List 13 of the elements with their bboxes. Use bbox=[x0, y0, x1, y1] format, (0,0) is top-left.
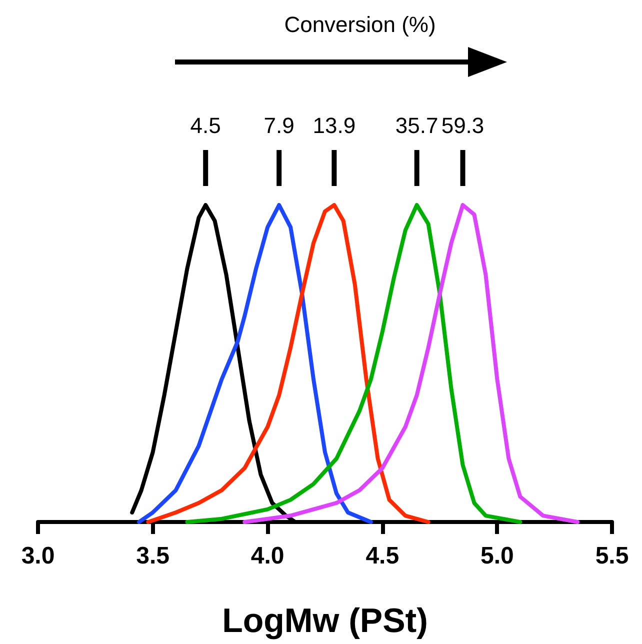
x-tick-label: 5.5 bbox=[595, 542, 629, 570]
x-tick-label: 3.5 bbox=[136, 542, 170, 570]
text: 13.9 bbox=[312, 113, 356, 139]
x-tick-label: 4.5 bbox=[366, 542, 400, 570]
text: 4.5 bbox=[190, 113, 221, 139]
text: 59.3 bbox=[441, 113, 484, 139]
text: 35.7 bbox=[395, 113, 438, 139]
x-tick-label: 5.0 bbox=[480, 542, 514, 570]
x-axis-title: LogMw (PSt) bbox=[222, 602, 428, 640]
text: 7.9 bbox=[264, 113, 294, 139]
x-tick-label: 3.0 bbox=[21, 542, 55, 570]
x-tick-label: 4.0 bbox=[250, 542, 284, 570]
text: Conversion (%) bbox=[284, 12, 436, 38]
